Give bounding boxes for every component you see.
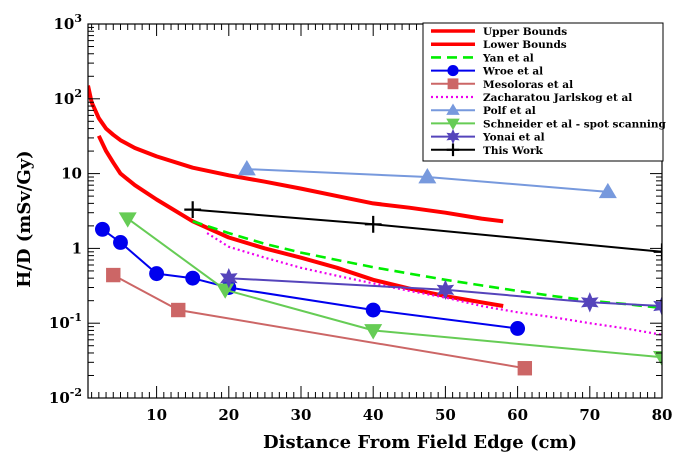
series-2 bbox=[192, 220, 662, 310]
data-point bbox=[581, 292, 599, 313]
series-line bbox=[206, 232, 662, 336]
series-line bbox=[228, 277, 662, 307]
data-point bbox=[653, 295, 662, 317]
y-tick-label: 1 bbox=[72, 239, 82, 257]
legend-box bbox=[422, 22, 664, 162]
series-3 bbox=[95, 221, 526, 336]
legend-label: Mesoloras et al bbox=[483, 79, 573, 91]
legend-label: Yan et al bbox=[482, 52, 534, 64]
data-point bbox=[446, 128, 460, 145]
series-7 bbox=[118, 212, 662, 367]
y-tick-label: 10 bbox=[61, 165, 82, 183]
data-point bbox=[446, 143, 460, 157]
data-point bbox=[510, 321, 526, 336]
series-1 bbox=[96, 134, 504, 308]
series-0 bbox=[88, 85, 504, 224]
x-tick-label: 70 bbox=[579, 406, 600, 424]
y-axis-title: H/D (mSv/Gy) bbox=[14, 150, 35, 287]
data-point bbox=[436, 279, 455, 300]
data-point bbox=[447, 78, 459, 90]
legend-label: Schneider et al - spot scanning bbox=[483, 118, 667, 130]
x-axis-title: Distance From Field Edge (cm) bbox=[263, 432, 577, 453]
y-tick-label: 10-2 bbox=[49, 386, 82, 407]
x-tick-label: 20 bbox=[218, 406, 239, 424]
series-5 bbox=[206, 232, 662, 336]
data-point bbox=[171, 302, 186, 318]
y-tick-label: 10-1 bbox=[49, 311, 82, 332]
legend-label: Polf et al bbox=[483, 105, 536, 117]
legend-label: Wroe et al bbox=[482, 66, 543, 78]
data-point bbox=[237, 160, 256, 176]
series-line bbox=[88, 85, 504, 224]
data-point bbox=[446, 103, 460, 115]
series-line bbox=[192, 220, 662, 310]
data-point bbox=[95, 221, 110, 237]
series-4 bbox=[106, 267, 533, 376]
data-point bbox=[446, 118, 460, 131]
x-tick-label: 10 bbox=[146, 406, 167, 424]
x-tick-label: 50 bbox=[435, 406, 456, 424]
series-line bbox=[127, 217, 662, 359]
data-point bbox=[447, 65, 459, 77]
data-point bbox=[149, 266, 165, 282]
data-point bbox=[106, 267, 121, 283]
series-6 bbox=[237, 160, 617, 199]
plot-frame bbox=[87, 23, 663, 399]
legend-label: Lower Bounds bbox=[483, 39, 567, 51]
series-8 bbox=[220, 268, 662, 317]
series-line bbox=[96, 134, 504, 308]
legend-label: Upper Bounds bbox=[483, 26, 567, 38]
legend-label: This Work bbox=[483, 145, 543, 157]
legend-label: Yonai et al bbox=[482, 132, 545, 144]
x-tick-label: 80 bbox=[652, 406, 673, 424]
y-tick-label: 103 bbox=[53, 12, 82, 33]
data-point bbox=[517, 361, 533, 376]
series-line bbox=[192, 208, 662, 253]
data-point bbox=[364, 324, 383, 340]
x-tick-label: 40 bbox=[363, 406, 384, 424]
legend-label: Zacharatou Jarlskog et al bbox=[483, 92, 632, 104]
data-point bbox=[185, 270, 201, 286]
data-point bbox=[418, 168, 437, 184]
data-point bbox=[598, 182, 617, 199]
x-tick-label: 60 bbox=[507, 406, 528, 424]
data-point bbox=[220, 268, 238, 289]
data-point bbox=[118, 212, 137, 228]
data-point bbox=[113, 235, 128, 250]
data-point bbox=[364, 215, 382, 233]
x-tick-label: 30 bbox=[291, 406, 312, 424]
data-point bbox=[365, 302, 381, 318]
data-point bbox=[184, 201, 202, 219]
y-tick-label: 102 bbox=[53, 87, 82, 108]
data-point bbox=[216, 283, 235, 299]
